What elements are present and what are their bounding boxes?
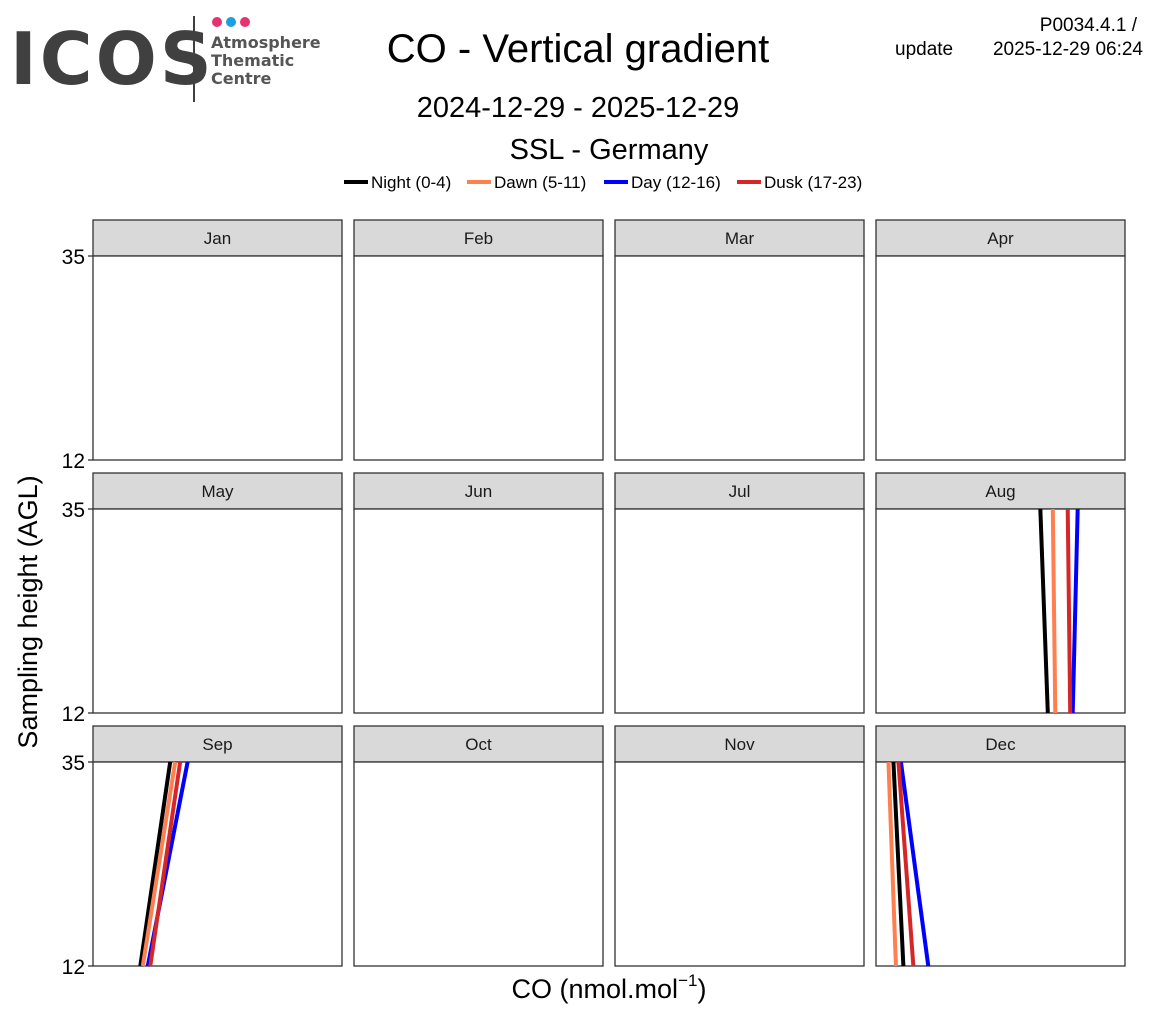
y-axis-title: Sampling height (AGL) xyxy=(13,475,43,748)
facet-strip-label: Oct xyxy=(465,735,492,754)
series-line-dawn-sep xyxy=(140,761,178,967)
facet-strip xyxy=(614,725,865,763)
series-line-day-aug xyxy=(1070,508,1080,714)
logo-line-3: Centre xyxy=(211,69,272,88)
update-time: 2025-12-29 06:24 xyxy=(993,39,1143,60)
facet-plot-area xyxy=(353,508,604,714)
y-tick-label: 35 xyxy=(62,246,85,269)
facet-nov: Nov xyxy=(614,725,865,967)
y-tick-label: 12 xyxy=(62,450,85,473)
facet-feb: Feb xyxy=(353,219,604,461)
facet-mar: Mar xyxy=(614,219,865,461)
facet-plot-area xyxy=(614,761,865,967)
legend-label-2: Dawn (5-11) xyxy=(494,173,586,192)
facet-strip-label: Feb xyxy=(464,229,493,248)
station-subtitle: SSL - Germany xyxy=(510,134,709,166)
facet-plot-area xyxy=(92,255,343,461)
facet-strip-label: Aug xyxy=(985,482,1015,501)
facet-plot-area xyxy=(353,761,604,967)
legend-label-3: Day (12-16) xyxy=(631,173,721,192)
series-line-dawn-dec xyxy=(886,761,898,967)
legend: Night (0-4) Dawn (5-11) Day (12-16) Dusk (1… xyxy=(344,173,862,192)
facet-strip-label: Dec xyxy=(985,735,1016,754)
facet-sep: Sep xyxy=(92,725,343,967)
y-tick-label: 12 xyxy=(62,956,85,979)
facet-plot-area xyxy=(614,508,865,714)
series-line-night-aug xyxy=(1038,508,1050,714)
facet-jun: Jun xyxy=(353,472,604,714)
y-tick-label: 12 xyxy=(62,703,85,726)
legend-label-1: Night (0-4) xyxy=(371,173,451,192)
facet-panels: Jan Feb Mar Apr May Jun Jul Aug Sep Oct Nov Dec xyxy=(92,219,1126,967)
icos-logo: ICOS Atmosphere Thematic Centre xyxy=(10,16,321,102)
facet-plot-area xyxy=(614,255,865,461)
logo-line-2: Thematic xyxy=(211,51,294,70)
facet-plot-area xyxy=(92,508,343,714)
facet-strip xyxy=(92,725,343,763)
facet-strip-label: Jun xyxy=(465,482,492,501)
facet-plot-area xyxy=(875,508,1126,714)
facet-plot-area xyxy=(353,255,604,461)
x-axis-title: CO (nmol.mol−1) xyxy=(512,971,707,1004)
logo-dot-2 xyxy=(226,17,236,27)
series-line-night-sep xyxy=(138,761,173,967)
facet-strip-label: Mar xyxy=(725,229,755,248)
legend-label-4: Dusk (17-23) xyxy=(764,173,862,192)
chart-title: CO - Vertical gradient xyxy=(387,27,769,71)
logo-brand-text: ICOS xyxy=(10,17,215,101)
facet-plot-area xyxy=(92,761,343,967)
facet-strip-label: Sep xyxy=(202,735,232,754)
x-axis-title-sup: −1 xyxy=(678,971,697,990)
facet-strip xyxy=(614,472,865,510)
series-line-dusk-aug xyxy=(1065,508,1073,714)
date-range-subtitle: 2024-12-29 - 2025-12-29 xyxy=(417,92,739,124)
facet-strip xyxy=(875,219,1126,257)
series-line-day-dec xyxy=(898,761,931,967)
facet-strip-label: Nov xyxy=(724,735,755,754)
series-line-night-dec xyxy=(891,761,906,967)
facet-strip xyxy=(614,219,865,257)
facet-strip xyxy=(353,472,604,510)
facet-strip xyxy=(92,219,343,257)
series-line-dusk-dec xyxy=(896,761,916,967)
facet-strip xyxy=(875,725,1126,763)
facet-may: May xyxy=(92,472,343,714)
facet-plot-area xyxy=(875,761,1126,967)
facet-plot-area xyxy=(875,255,1126,461)
facet-aug: Aug xyxy=(875,472,1126,714)
y-tick-label: 35 xyxy=(62,752,85,775)
logo-dot-3 xyxy=(240,17,250,27)
facet-strip xyxy=(92,472,343,510)
facet-apr: Apr xyxy=(875,219,1126,461)
logo-dot-1 xyxy=(212,17,222,27)
product-code: P0034.4.1 / xyxy=(1040,15,1138,36)
x-axis-title-close: ) xyxy=(697,974,706,1004)
facet-oct: Oct xyxy=(353,725,604,967)
series-line-dawn-aug xyxy=(1050,508,1058,714)
facet-strip-label: Jul xyxy=(729,482,751,501)
x-axis-title-main: CO (nmol.mol xyxy=(512,974,679,1004)
facet-jan: Jan xyxy=(92,219,343,461)
facet-strip xyxy=(353,725,604,763)
facet-strip-label: Apr xyxy=(987,229,1014,248)
logo-line-1: Atmosphere xyxy=(211,33,321,52)
facet-jul: Jul xyxy=(614,472,865,714)
y-tick-label: 35 xyxy=(62,499,85,522)
facet-strip-label: May xyxy=(201,482,234,501)
series-line-dusk-sep xyxy=(148,761,183,967)
facet-strip xyxy=(875,472,1126,510)
facet-dec: Dec xyxy=(875,725,1126,967)
update-label: update xyxy=(895,39,953,60)
facet-strip-label: Jan xyxy=(204,229,231,248)
y-axis: 35 12 35 12 35 12 xyxy=(62,246,93,979)
